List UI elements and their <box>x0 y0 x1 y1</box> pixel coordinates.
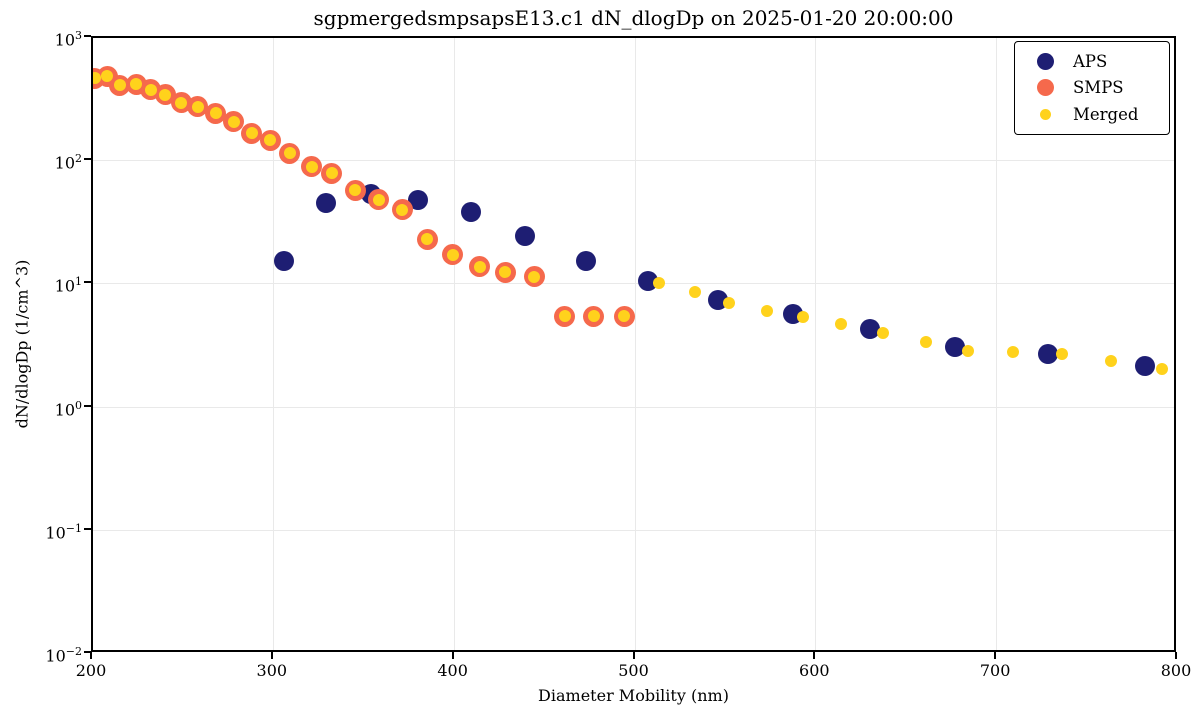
y-tick-mark <box>84 651 91 653</box>
data-point-merged <box>144 83 157 96</box>
x-gridline <box>996 38 998 650</box>
x-gridline <box>453 38 455 650</box>
data-point-aps <box>860 318 881 339</box>
y-tick-label: 101 <box>54 275 82 296</box>
data-point-merged <box>558 310 571 323</box>
y-gridline <box>93 283 1174 285</box>
legend-item-smps: SMPS <box>1025 78 1159 97</box>
data-point-merged <box>305 160 318 173</box>
data-point-aps <box>408 189 429 210</box>
merged-circle-icon <box>1025 109 1065 121</box>
data-point-merged <box>877 326 890 339</box>
x-tick-label: 300 <box>256 661 288 680</box>
data-point-merged <box>1007 346 1020 359</box>
data-point-merged <box>264 134 277 147</box>
x-tick-label: 700 <box>979 661 1011 680</box>
x-tick-mark <box>270 652 273 659</box>
data-point-aps <box>576 250 597 271</box>
data-point-aps <box>316 193 337 214</box>
data-point-merged <box>130 78 143 91</box>
data-point-merged <box>396 203 409 216</box>
legend-item-merged: Merged <box>1025 105 1159 124</box>
data-point-merged <box>920 335 933 348</box>
data-point-merged <box>159 88 172 101</box>
x-gridline <box>92 38 93 650</box>
x-axis-label: Diameter Mobility (nm) <box>538 686 729 705</box>
smps-circle-icon <box>1025 79 1065 97</box>
data-point-merged <box>618 310 631 323</box>
data-point-merged <box>528 270 541 283</box>
legend-item-aps: APS <box>1025 52 1159 71</box>
plot-area <box>91 36 1176 652</box>
x-gridline <box>815 38 817 650</box>
data-point-merged <box>227 115 240 128</box>
y-tick-mark <box>84 404 91 407</box>
data-point-aps <box>515 225 535 246</box>
data-point-merged <box>652 276 665 289</box>
data-point-merged <box>499 266 512 279</box>
data-point-merged <box>372 193 385 206</box>
data-point-merged <box>113 79 126 92</box>
data-point-aps <box>460 202 481 223</box>
x-tick-label: 800 <box>1160 661 1192 680</box>
data-point-merged <box>421 233 434 246</box>
data-point-aps <box>1135 355 1156 376</box>
data-point-merged <box>962 344 975 357</box>
x-tick-label: 600 <box>799 661 830 680</box>
x-gridline <box>634 38 636 650</box>
y-tick-label: 10−1 <box>45 521 82 543</box>
x-tick-mark <box>451 652 454 659</box>
legend: APS SMPS Merged <box>1014 41 1170 135</box>
data-point-merged <box>587 310 600 323</box>
x-tick-label: 500 <box>618 661 649 680</box>
data-point-merged <box>191 100 204 113</box>
chart-title: sgpmergedsmpsapsE13.c1 dN_dlogDp on 2025… <box>313 6 954 30</box>
data-point-aps <box>945 336 966 357</box>
y-tick-label: 100 <box>54 398 82 419</box>
x-tick-mark <box>994 652 997 659</box>
data-point-merged <box>209 107 222 120</box>
data-point-merged <box>1056 348 1069 361</box>
data-point-merged <box>1155 362 1168 375</box>
x-tick-mark <box>90 652 92 659</box>
y-gridline <box>93 160 1174 162</box>
data-point-merged <box>835 317 848 330</box>
data-point-merged <box>325 167 338 180</box>
aps-circle-icon <box>1025 52 1065 70</box>
y-gridline <box>93 37 1174 38</box>
data-point-aps <box>274 250 295 271</box>
x-gridline <box>272 38 274 650</box>
data-point-merged <box>1104 355 1117 368</box>
x-tick-mark <box>632 652 635 659</box>
data-point-merged <box>473 260 486 273</box>
y-tick-mark <box>84 527 91 530</box>
data-point-merged <box>175 96 188 109</box>
x-tick-mark <box>1175 652 1177 659</box>
y-gridline <box>93 529 1174 531</box>
data-point-merged <box>283 147 296 160</box>
data-point-merged <box>723 297 736 310</box>
data-point-merged <box>245 127 258 140</box>
data-point-merged <box>688 286 701 299</box>
y-tick-label: 10−2 <box>45 645 82 666</box>
data-point-merged <box>797 311 810 324</box>
y-tick-label: 103 <box>54 29 82 50</box>
x-tick-label: 200 <box>75 661 107 680</box>
y-tick-mark <box>84 35 91 37</box>
data-point-merged <box>93 72 101 85</box>
y-tick-mark <box>84 158 91 161</box>
y-tick-mark <box>84 281 91 284</box>
data-point-merged <box>349 184 362 197</box>
y-gridline <box>93 406 1174 408</box>
x-tick-label: 400 <box>437 661 468 680</box>
data-point-merged <box>101 70 114 83</box>
y-tick-label: 102 <box>54 152 82 173</box>
data-point-merged <box>446 248 459 261</box>
data-point-merged <box>761 304 774 317</box>
x-tick-mark <box>813 652 816 659</box>
data-point-aps <box>1037 344 1058 365</box>
